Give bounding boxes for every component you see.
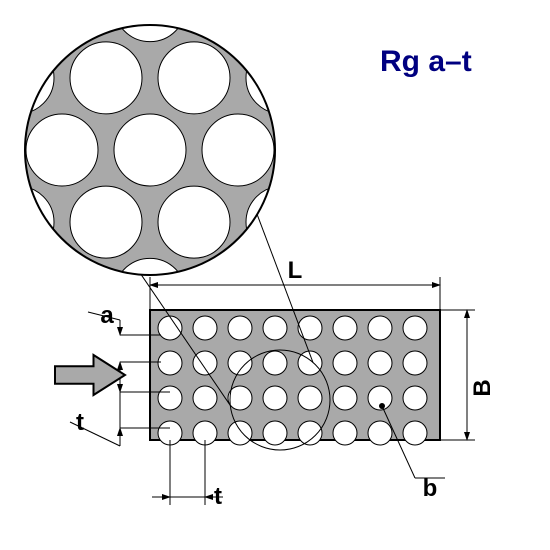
- svg-text:B: B: [469, 379, 496, 396]
- svg-text:a: a: [100, 302, 114, 329]
- svg-text:b: b: [423, 475, 438, 502]
- title-text: Rg a–t: [380, 45, 472, 78]
- diagram-title: Rg a–t: [380, 45, 472, 79]
- svg-text:t: t: [214, 483, 222, 510]
- svg-text:t: t: [76, 409, 84, 436]
- svg-text:L: L: [288, 257, 303, 284]
- perforation-diagram: L Ba t t b: [0, 0, 550, 550]
